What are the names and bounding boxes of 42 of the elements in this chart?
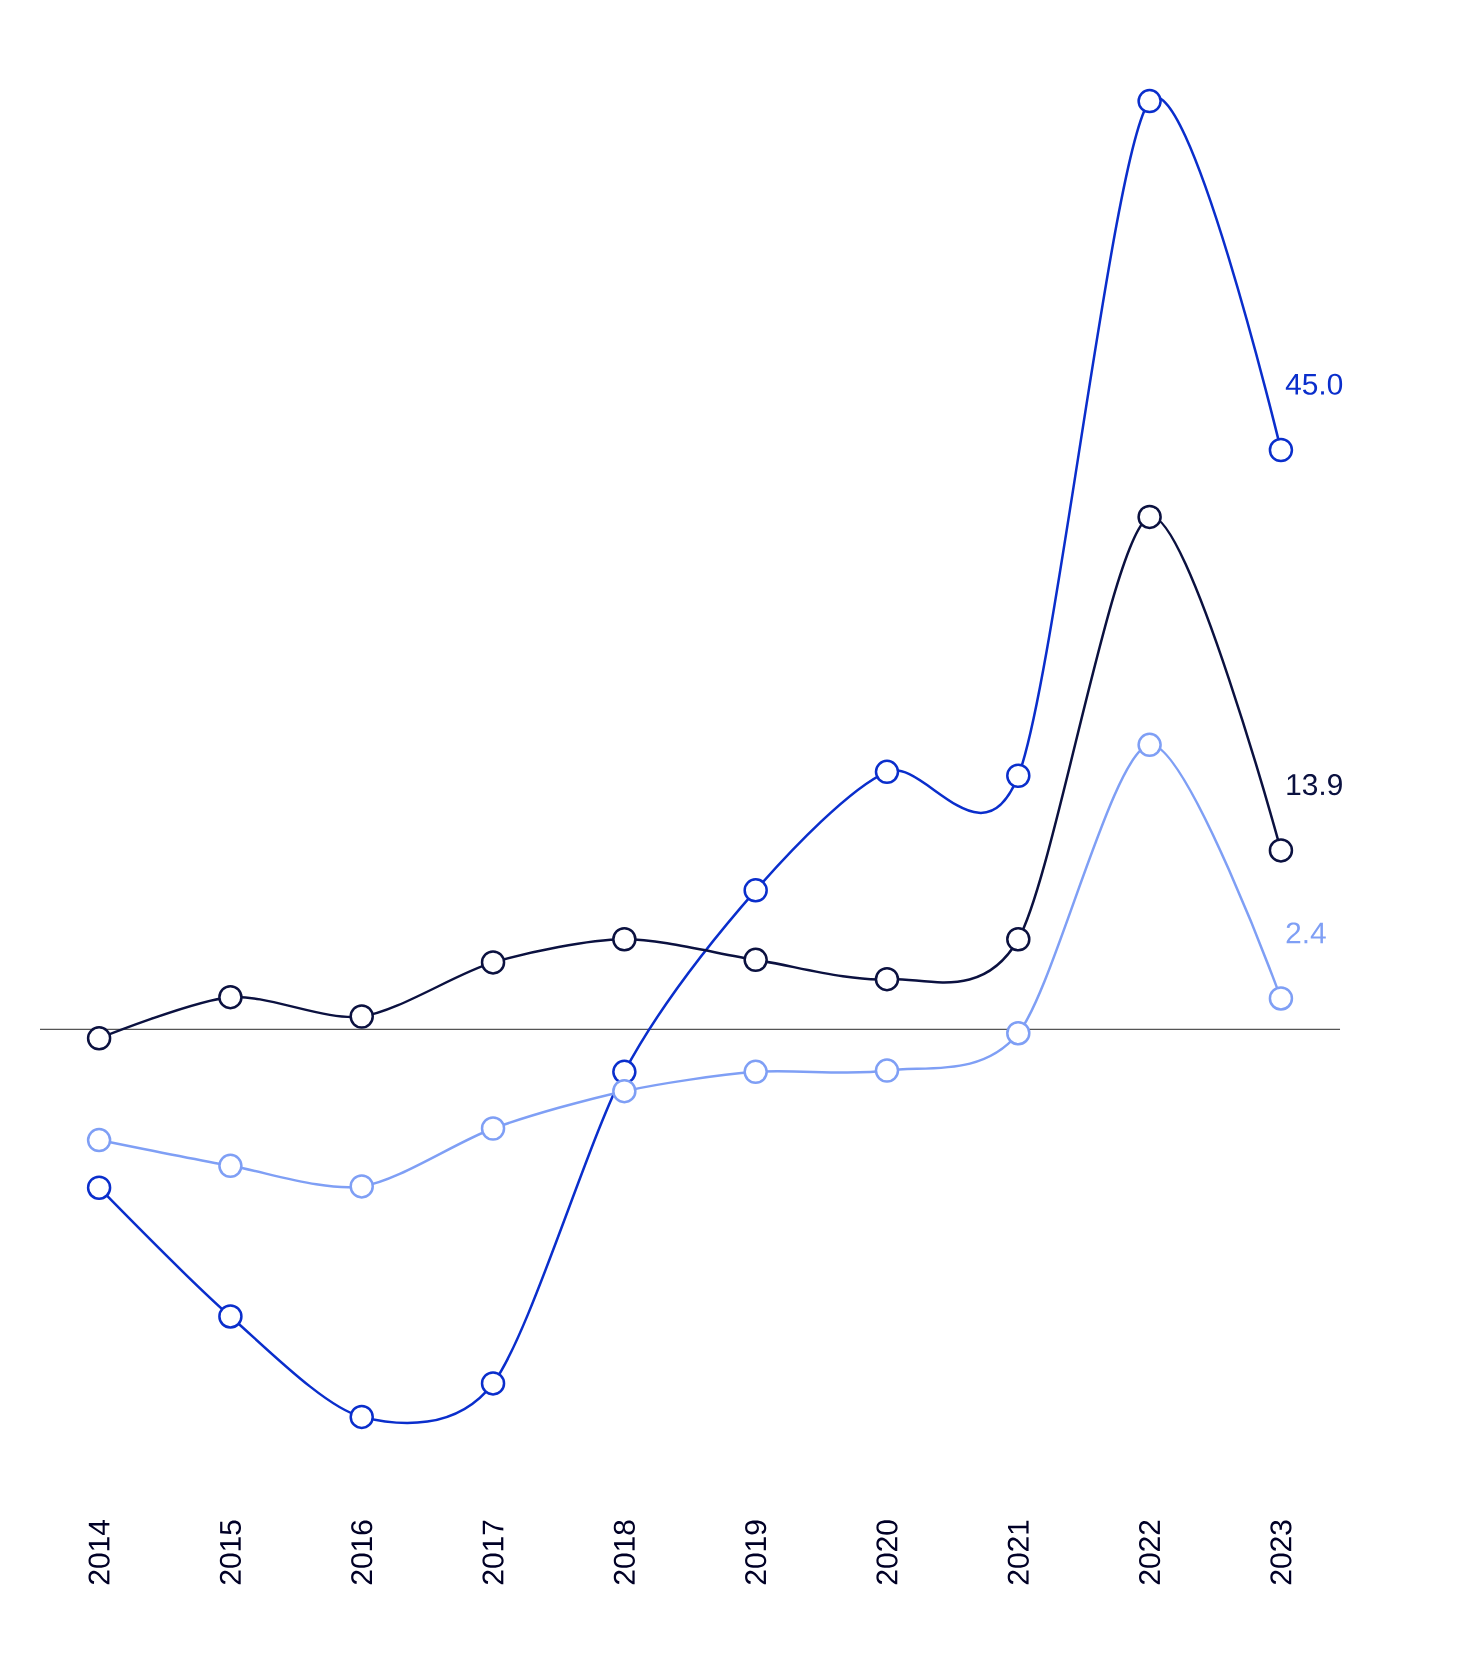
point [480,1371,506,1396]
point [218,1304,243,1329]
point [480,1116,506,1141]
x-tick-label: 2022 [1139,1520,1161,1585]
data-label: 13.9 [1287,774,1342,796]
point [874,1058,900,1083]
point [349,1004,374,1029]
x-tick-label: 2015 [219,1520,241,1585]
point [1137,732,1162,758]
point [612,1078,637,1104]
x-tick-label: 2016 [351,1520,373,1585]
x-tick-label: 2023 [1270,1520,1292,1585]
point [480,950,506,975]
point [86,1175,112,1200]
point [1268,838,1294,863]
point [1268,437,1294,463]
point [743,947,768,973]
x-tick-label: 2014 [88,1520,110,1585]
x-tick-label: 2017 [482,1520,504,1585]
point [612,926,637,952]
x-tick-label: 2019 [745,1520,767,1585]
point [218,1153,243,1179]
point [1268,986,1294,1011]
point [874,966,900,992]
point [1006,926,1031,952]
point [86,1026,112,1051]
point [349,1404,374,1430]
data-label: 45.0 [1285,373,1343,395]
point [1006,1020,1031,1046]
point [1137,88,1162,114]
x-tick-label: 2018 [613,1520,635,1585]
point [1006,763,1031,788]
point [743,878,768,903]
point [349,1174,374,1199]
point [218,984,243,1010]
data-label: 2.4 [1286,922,1326,944]
point [1137,504,1162,530]
point [86,1127,112,1153]
x-tick-label: 2021 [1007,1520,1029,1585]
point [874,759,900,785]
point [743,1059,768,1085]
x-tick-label: 2020 [876,1520,898,1585]
